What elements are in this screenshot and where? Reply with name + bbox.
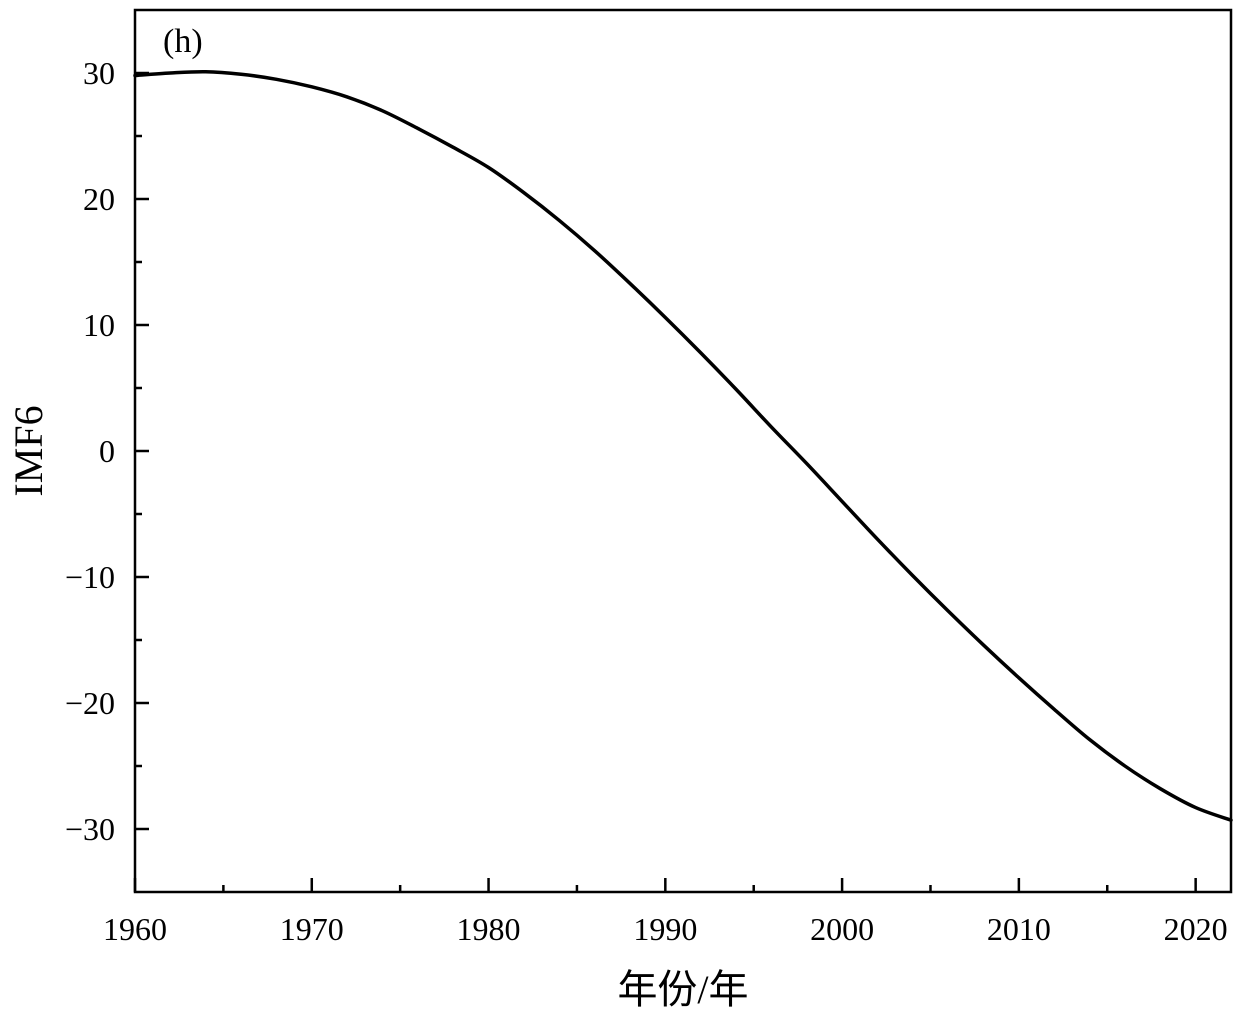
x-tick-label: 2020 bbox=[1164, 911, 1228, 947]
y-tick-label: 0 bbox=[99, 433, 115, 469]
series-line-0 bbox=[133, 69, 1233, 822]
y-tick-label: 30 bbox=[83, 55, 115, 91]
y-axis-title: IMF6 bbox=[6, 405, 51, 496]
x-tick-label: 2010 bbox=[987, 911, 1051, 947]
series-group bbox=[133, 69, 1233, 822]
x-tick-label: 1960 bbox=[103, 911, 167, 947]
y-tick-label: −30 bbox=[65, 811, 115, 847]
y-tick-label: 10 bbox=[83, 307, 115, 343]
y-axis-ticks bbox=[135, 71, 149, 831]
panel-label: (h) bbox=[163, 23, 203, 60]
y-tick-label: 20 bbox=[83, 181, 115, 217]
y-tick-label: −10 bbox=[65, 559, 115, 595]
y-tick-label: −20 bbox=[65, 685, 115, 721]
x-tick-label: 1980 bbox=[457, 911, 521, 947]
x-axis-tick-labels: 1960 1970 1980 1990 2000 2010 2020 bbox=[103, 911, 1228, 947]
x-axis-title: 年份/年 bbox=[617, 967, 748, 1012]
plot-frame bbox=[133, 8, 1233, 894]
x-tick-label: 1990 bbox=[633, 911, 697, 947]
x-tick-label: 2000 bbox=[810, 911, 874, 947]
x-axis-ticks bbox=[133, 878, 1197, 892]
y-axis-tick-labels: −30 −20 −10 0 10 20 30 bbox=[65, 55, 115, 847]
x-tick-label: 1970 bbox=[280, 911, 344, 947]
